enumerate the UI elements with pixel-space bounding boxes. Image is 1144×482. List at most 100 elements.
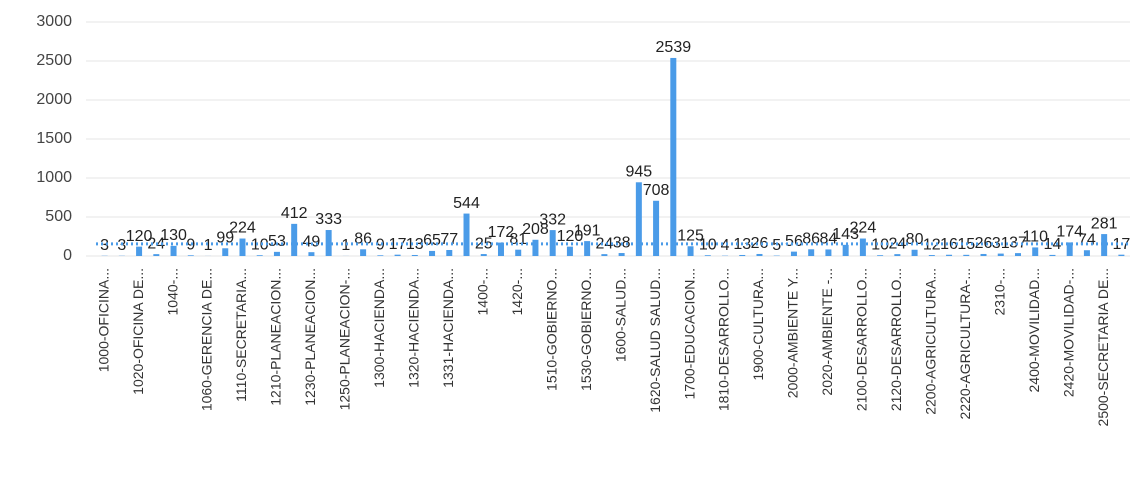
bar (635, 182, 642, 256)
x-tick-label: 1600-SALUD... (612, 268, 628, 362)
value-label: 25 (475, 235, 493, 252)
bar (515, 249, 522, 256)
x-tick-label: 1700-EDUCACION... (681, 268, 697, 399)
value-label: 708 (643, 182, 670, 199)
bar (618, 253, 625, 256)
x-tick-label: 1250-PLANEACION-... (337, 268, 353, 410)
bar (429, 250, 436, 256)
value-label: 31 (992, 235, 1010, 252)
value-label: 191 (574, 222, 601, 239)
x-tick-label: 2000-AMBIENTE Y... (785, 268, 801, 398)
value-label: 65 (423, 232, 441, 249)
y-tick-label: 500 (45, 208, 72, 225)
bar (222, 248, 229, 256)
bar (963, 254, 970, 256)
x-tick-label: 1320-HACIENDA... (406, 268, 422, 388)
value-label: 3 (100, 237, 109, 254)
value-label: 10 (251, 236, 269, 253)
value-label: 77 (440, 231, 458, 248)
bar (687, 246, 694, 256)
bar (239, 238, 246, 256)
bar (1014, 253, 1021, 256)
bar (532, 239, 539, 256)
bar (187, 255, 194, 256)
value-label: 9 (186, 237, 195, 254)
value-label: 9 (376, 237, 385, 254)
bar (859, 238, 866, 256)
x-tick-label: 1300-HACIENDA... (371, 268, 387, 388)
value-label: 5 (772, 237, 781, 254)
x-tick-label: 2220-AGRICULTURA-... (957, 268, 973, 419)
x-tick-label: 1400-... (474, 268, 490, 315)
y-tick-label: 3000 (36, 13, 72, 30)
bar (911, 249, 918, 256)
value-label: 208 (522, 221, 549, 238)
bar (566, 246, 573, 256)
bar (877, 255, 884, 256)
value-label: 1 (341, 237, 350, 254)
x-tick-label: 1060-GERENCIA DE... (199, 268, 215, 411)
x-tick-label: 1331-HACIENDA... (440, 268, 456, 388)
bar (894, 254, 901, 256)
x-tick-label: 1110-SECRETARIA... (233, 268, 249, 402)
value-label: 3 (117, 237, 126, 254)
value-label: 224 (850, 220, 877, 237)
value-label: 49 (303, 233, 321, 250)
value-label: 74 (1078, 231, 1096, 248)
x-tick-label: 2400-MOVILIDAD... (1026, 268, 1042, 393)
bar (170, 245, 177, 256)
x-tick-label: 2310-... (991, 268, 1007, 315)
bar (670, 57, 677, 256)
value-label: 172 (488, 224, 515, 241)
bar (584, 241, 591, 256)
bar (808, 249, 815, 256)
bar (653, 200, 660, 256)
bar (790, 251, 797, 256)
value-label: 4 (721, 237, 730, 254)
bar (497, 242, 504, 256)
value-label: 125 (677, 227, 704, 244)
value-label: 26 (751, 235, 769, 252)
bar (946, 254, 953, 256)
value-label: 120 (126, 228, 153, 245)
value-label: 37 (1009, 234, 1027, 251)
bar (446, 249, 453, 256)
y-tick-label: 2500 (36, 52, 72, 69)
x-tick-label: 2500-SECRETARIA DE... (1095, 268, 1111, 426)
value-label: 174 (1056, 224, 1083, 241)
value-label: 110 (1022, 229, 1048, 246)
bar (980, 253, 987, 256)
bar (136, 246, 143, 256)
bar (756, 253, 763, 256)
y-tick-label: 0 (63, 247, 72, 264)
x-tick-label: 2120-DESARROLLO... (888, 268, 904, 411)
x-tick-label: 1810-DESARROLLO... (716, 268, 732, 411)
y-tick-label: 1000 (36, 169, 72, 186)
value-label: 13 (406, 236, 424, 253)
bar (360, 249, 367, 256)
bar (1118, 254, 1125, 256)
value-label: 16 (940, 236, 958, 253)
bar (997, 253, 1004, 256)
bar (325, 230, 332, 256)
y-tick-label: 2000 (36, 91, 72, 108)
bar (842, 244, 849, 256)
bar (480, 254, 487, 256)
value-label: 224 (229, 220, 256, 237)
value-label: 333 (315, 211, 342, 228)
value-label: 26 (975, 235, 993, 252)
bar (601, 254, 608, 256)
x-tick-label: 1230-PLANEACION... (302, 268, 318, 406)
bar (704, 255, 711, 256)
bar (256, 255, 263, 256)
value-label: 53 (268, 233, 286, 250)
y-tick-label: 1500 (36, 130, 72, 147)
value-label: 10 (871, 236, 889, 253)
value-label: 412 (281, 205, 308, 222)
value-label: 143 (832, 226, 859, 243)
bar (411, 254, 418, 256)
bar (1101, 234, 1108, 256)
x-tick-label: 2100-DESARROLLO... (854, 268, 870, 411)
x-tick-label: 2020-AMBIENTE -... (819, 268, 835, 396)
